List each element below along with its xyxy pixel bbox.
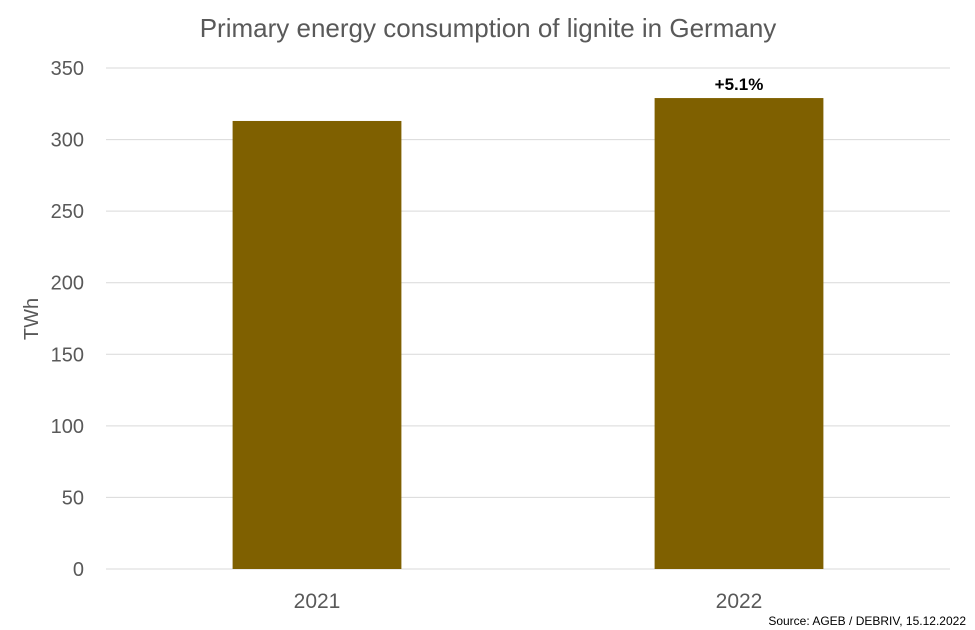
y-tick-label-50: 50 xyxy=(62,487,84,509)
y-tick-label-200: 200 xyxy=(51,273,84,295)
y-tick-label-350: 350 xyxy=(51,58,84,80)
bars xyxy=(232,98,824,569)
y-tick-label-100: 100 xyxy=(51,416,84,438)
bar-2022 xyxy=(654,98,824,569)
source-note: Source: AGEB / DEBRIV, 15.12.2022 xyxy=(768,614,966,628)
y-axis-ticks: 0 50 100 150 200 250 300 350 xyxy=(51,58,84,581)
y-tick-label-250: 250 xyxy=(51,201,84,223)
y-tick-label-300: 300 xyxy=(51,130,84,152)
x-axis-categories: 2021 2022 xyxy=(294,590,763,613)
chart-title: Primary energy consumption of lignite in… xyxy=(200,13,777,43)
x-tick-label-2022: 2022 xyxy=(716,590,763,613)
y-tick-label-0: 0 xyxy=(73,559,84,581)
bar-2021 xyxy=(232,120,402,569)
y-axis-label: TWh xyxy=(21,298,43,340)
data-labels: +5.1% xyxy=(715,75,764,94)
data-label-2022: +5.1% xyxy=(715,75,764,94)
y-tick-label-150: 150 xyxy=(51,344,84,366)
x-tick-label-2021: 2021 xyxy=(294,590,341,613)
